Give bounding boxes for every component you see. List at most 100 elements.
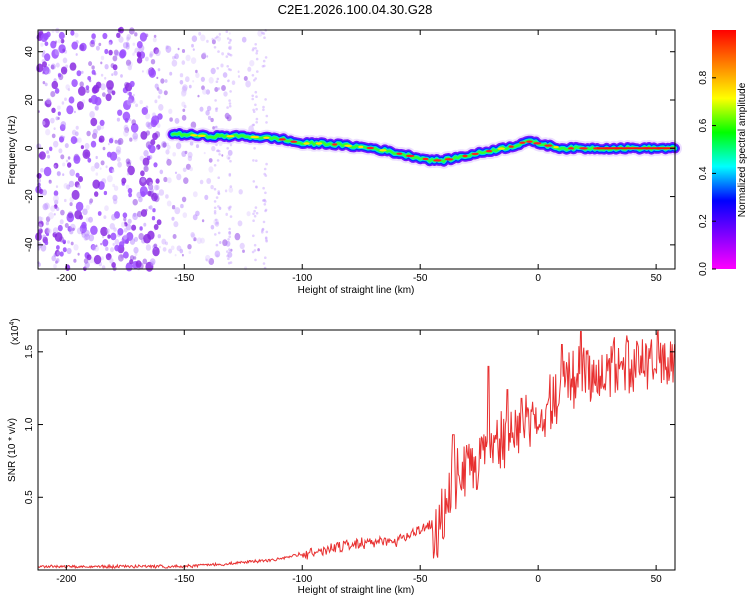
noise-blob [149, 205, 153, 210]
noise-blob [54, 253, 57, 257]
noise-blob [225, 240, 231, 247]
noise-blob [133, 50, 136, 54]
noise-blob [172, 152, 176, 157]
noise-blob [145, 113, 151, 120]
noise-blob [145, 208, 148, 212]
noise-blob [119, 49, 127, 58]
noise-blob [52, 195, 59, 203]
noise-blob [206, 39, 209, 43]
noise-blob [174, 117, 180, 124]
x-tick-label: -50 [413, 574, 428, 585]
noise-blob [92, 132, 97, 139]
noise-blob [67, 156, 71, 160]
noise-blob [174, 207, 181, 215]
noise-blob [252, 108, 255, 112]
noise-blob [229, 68, 232, 72]
noise-blob [182, 212, 188, 219]
noise-blob [91, 244, 97, 252]
noise-blob [128, 91, 132, 97]
noise-blob [46, 150, 50, 154]
noise-blob [54, 48, 60, 56]
noise-blob [155, 184, 160, 191]
noise-blob [195, 210, 200, 217]
colorbar: 0.0 0.2 0.4 0.6 0.8 Normalized spectral ampl… [698, 30, 748, 276]
noise-blob [202, 52, 207, 58]
noise-blob [165, 45, 172, 53]
noise-blob [199, 106, 204, 112]
noise-blob [226, 37, 230, 40]
noise-blob [152, 112, 156, 117]
noise-blob [168, 248, 173, 254]
noise-blob [111, 73, 114, 76]
noise-blob [229, 261, 233, 264]
noise-blob [100, 160, 105, 166]
y-tick-label: 1.0 [24, 417, 35, 431]
noise-blob [219, 241, 222, 244]
noise-blob [210, 224, 215, 230]
ridge-peak [405, 154, 415, 158]
noise-blob [211, 39, 216, 45]
noise-blob [92, 38, 96, 43]
noise-blob [165, 241, 168, 246]
noise-blob [195, 144, 200, 149]
noise-blob [94, 96, 102, 106]
noise-blob [117, 137, 124, 145]
x-tick-label: -150 [174, 273, 194, 284]
noise-blob [54, 164, 57, 168]
noise-blob [137, 52, 142, 58]
noise-blob [56, 207, 60, 211]
noise-blob [253, 243, 257, 247]
ridge-peak [544, 144, 553, 147]
noise-blob [100, 55, 105, 61]
colorbar-label: Normalized spectral amplitude [737, 82, 748, 217]
noise-blob [217, 87, 221, 90]
noise-blob [210, 185, 214, 190]
noise-blob [123, 251, 129, 259]
noise-blob [187, 155, 193, 162]
noise-blob [112, 55, 118, 62]
colorbar-tick-label: 0.2 [698, 214, 709, 228]
noise-blob [143, 165, 149, 173]
noise-blob [45, 99, 52, 108]
noise-blob [158, 245, 162, 249]
noise-blob [90, 165, 96, 172]
noise-blob [214, 87, 219, 92]
noise-blob [196, 237, 202, 244]
noise-blob [85, 217, 90, 223]
noise-blob [229, 90, 232, 93]
noise-blob [84, 233, 90, 241]
noise-blob [54, 40, 58, 44]
noise-blob [216, 159, 220, 162]
noise-blob [97, 211, 102, 216]
noise-blob [92, 128, 98, 135]
noise-blob [91, 65, 95, 70]
noise-blob [157, 95, 161, 99]
noise-blob [62, 57, 68, 64]
noise-blob [100, 226, 108, 237]
noise-blob [108, 41, 112, 46]
noise-blob [116, 32, 121, 38]
noise-blob [265, 121, 268, 124]
noise-blob [127, 165, 135, 176]
noise-blob [46, 97, 52, 105]
noise-blob [228, 102, 232, 105]
noise-blob [157, 234, 161, 239]
noise-blob [181, 86, 188, 93]
noise-blob [174, 254, 177, 257]
noise-blob [73, 244, 79, 251]
noise-blob [217, 231, 221, 235]
noise-blob [231, 80, 236, 85]
noise-blob [205, 254, 211, 262]
noise-blob [123, 100, 131, 111]
noise-blob [140, 170, 145, 177]
noise-blob [228, 99, 231, 102]
noise-blob [134, 252, 138, 257]
noise-blob [174, 171, 178, 175]
ridge-peak [379, 149, 387, 152]
noise-blob [123, 227, 128, 233]
noise-blob [205, 110, 210, 116]
noise-blob [251, 94, 254, 98]
noise-blob [98, 135, 105, 143]
noise-blob [193, 238, 196, 242]
